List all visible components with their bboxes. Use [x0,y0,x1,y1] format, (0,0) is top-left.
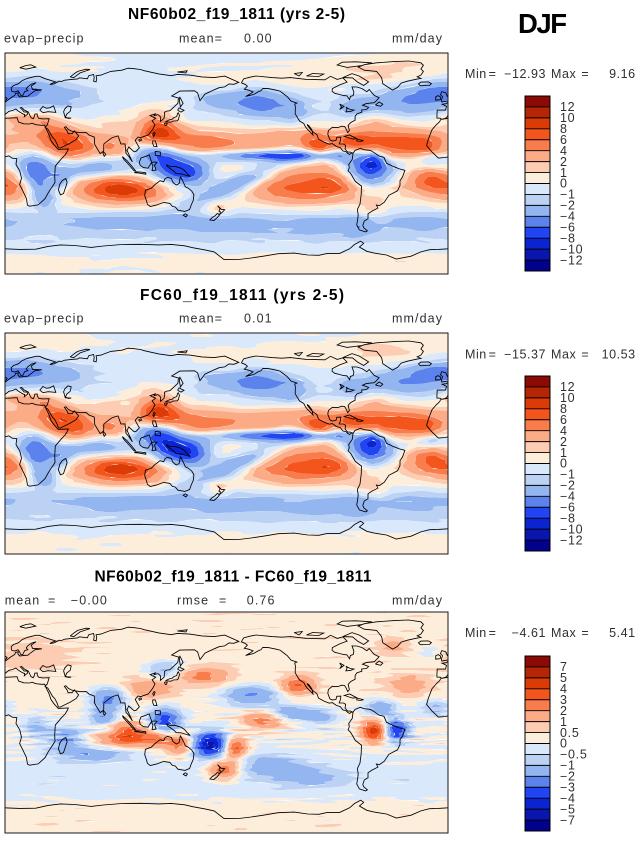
svg-text:Min: Min [465,626,487,640]
svg-text:0.01: 0.01 [244,312,273,326]
svg-text:mm/day: mm/day [392,594,443,608]
svg-text:−15.37: −15.37 [504,348,546,362]
svg-text:−0.5: −0.5 [560,748,587,762]
svg-text:−12: −12 [560,533,583,547]
svg-text:5: 5 [560,671,568,685]
svg-text:6: 6 [560,133,568,147]
svg-text:2: 2 [560,435,568,449]
svg-text:0.5: 0.5 [560,726,579,740]
svg-text:0.76: 0.76 [247,594,276,608]
svg-text:−2: −2 [560,770,576,784]
svg-text:mm/day: mm/day [392,312,443,326]
svg-text:1: 1 [560,446,568,460]
svg-text:−12.93: −12.93 [504,67,546,81]
svg-text:12: 12 [560,100,575,114]
svg-text:Max: Max [551,626,576,640]
svg-text:=: = [581,626,589,640]
svg-text:−4: −4 [560,210,576,224]
svg-text:6: 6 [560,413,568,427]
svg-text:8: 8 [560,122,568,136]
svg-text:−6: −6 [560,220,576,234]
svg-text:mean=: mean= [179,312,223,326]
svg-text:2: 2 [560,155,568,169]
svg-text:0.00: 0.00 [244,32,273,46]
svg-text:−0.00: −0.00 [71,594,108,608]
svg-text:NF60b02_f19_1811 (yrs 2-5): NF60b02_f19_1811 (yrs 2-5) [128,6,345,23]
svg-text:−10: −10 [560,522,583,536]
svg-text:5.41: 5.41 [609,626,636,640]
svg-text:4: 4 [560,682,568,696]
svg-text:−5: −5 [560,802,576,816]
svg-text:3: 3 [560,693,568,707]
svg-text:−3: −3 [560,780,576,794]
svg-text:12: 12 [560,380,575,394]
svg-text:4: 4 [560,424,568,438]
svg-text:=: = [489,67,497,81]
svg-text:mean: mean [5,594,41,608]
svg-text:−1: −1 [560,188,576,202]
svg-text:=: = [581,348,589,362]
svg-text:−1: −1 [560,759,576,773]
svg-text:=: = [48,594,56,608]
svg-text:9.16: 9.16 [609,67,636,81]
svg-text:mean=: mean= [179,32,223,46]
svg-text:−4.61: −4.61 [512,626,546,640]
svg-text:1: 1 [560,166,568,180]
svg-text:=: = [489,348,497,362]
svg-text:=: = [489,626,497,640]
svg-text:NF60b02_f19_1811 - FC60_f19_18: NF60b02_f19_1811 - FC60_f19_1811 [95,569,372,586]
svg-text:Max: Max [551,67,576,81]
svg-text:10: 10 [560,391,575,405]
svg-text:=: = [581,67,589,81]
svg-text:mm/day: mm/day [392,32,443,46]
svg-text:−6: −6 [560,500,576,514]
svg-text:FC60_f19_1811 (yrs 2-5): FC60_f19_1811 (yrs 2-5) [140,287,344,304]
svg-text:Max: Max [551,348,576,362]
svg-text:=: = [219,594,227,608]
svg-text:10: 10 [560,111,575,125]
svg-text:7: 7 [560,660,568,674]
svg-text:evap−precip: evap−precip [4,32,85,46]
svg-text:−8: −8 [560,511,576,525]
svg-text:Min: Min [465,67,487,81]
svg-text:evap−precip: evap−precip [4,312,85,326]
svg-text:−4: −4 [560,490,576,504]
svg-text:rmse: rmse [177,594,209,608]
svg-text:−8: −8 [560,231,576,245]
svg-text:−1: −1 [560,468,576,482]
svg-text:−2: −2 [560,479,576,493]
svg-text:0: 0 [560,177,568,191]
svg-text:2: 2 [560,704,568,718]
svg-text:0: 0 [560,457,568,471]
svg-text:−10: −10 [560,242,583,256]
svg-text:0: 0 [560,737,568,751]
svg-text:Min: Min [465,348,487,362]
svg-text:−2: −2 [560,199,576,213]
svg-text:−12: −12 [560,253,583,267]
svg-text:−4: −4 [560,791,576,805]
svg-text:8: 8 [560,402,568,416]
svg-text:1: 1 [560,715,568,729]
svg-text:4: 4 [560,144,568,158]
svg-text:−7: −7 [560,813,576,827]
svg-text:10.53: 10.53 [602,348,636,362]
svg-text:DJF: DJF [518,8,567,39]
